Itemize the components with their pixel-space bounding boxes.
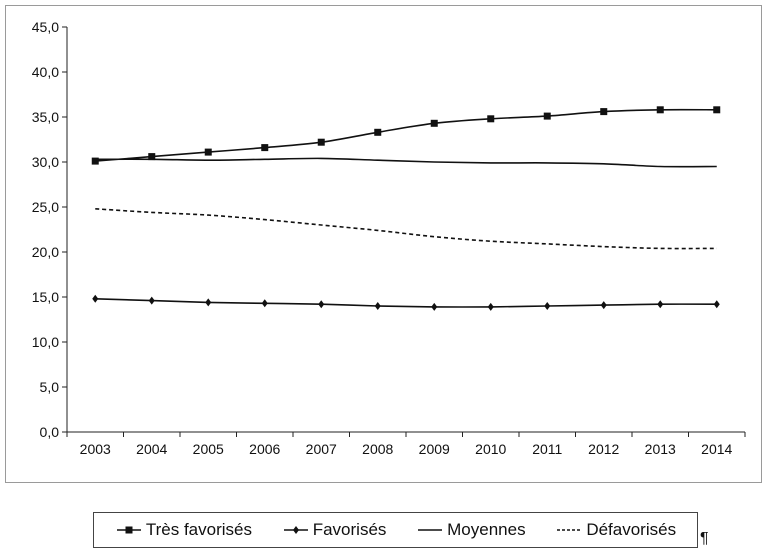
series-1-point [92,294,99,303]
series-0-point [713,106,721,114]
x-tick-label: 2014 [701,441,732,457]
y-tick-label: 10,0 [32,334,59,350]
y-tick-label: 20,0 [32,244,59,260]
x-tick-label: 2006 [249,441,280,457]
legend-label: Favorisés [312,520,387,539]
y-tick-label: 25,0 [32,199,59,215]
line-chart: 0,0 5,0 10,0 15,0 20,0 25,0 30,0 35,0 40,0 45,0 20… [32,19,746,457]
series-1-point [205,298,212,307]
y-tick-label: 5,0 [40,379,60,395]
x-tick-label: 2003 [80,441,111,457]
series-0-point [600,108,608,116]
y-tick-label: 0,0 [40,424,60,440]
series-0-point [543,112,551,120]
chart-legend: Très favorisés Favorisés Moyennes Défavoris… [93,512,698,548]
pilcrow-mark: ¶ [700,530,709,547]
series-0-point [261,144,269,152]
chart-frame [5,5,762,483]
series-1-point [600,301,607,310]
legend-item: Très favorisés [115,520,252,540]
legend-item: Défavorisés [555,520,676,540]
legend-label: Défavorisés [586,520,677,539]
x-tick-label: 2010 [475,441,506,457]
y-tick-label: 35,0 [32,109,59,125]
series-0-point [317,138,325,146]
x-tick-label: 2013 [645,441,676,457]
legend-swatch [418,529,443,531]
x-tick-label: 2011 [532,441,562,457]
y-tick-label: 30,0 [32,154,59,170]
series-0-point [656,106,664,114]
legend-label: Très favorisés [145,520,252,539]
legend-item: Moyennes [416,520,526,540]
legend-swatch [283,526,308,534]
series-1-point [261,299,268,308]
legend-label: Moyennes [447,520,526,539]
series-1-point [431,302,438,311]
series-1-point [374,302,381,310]
x-tick-label: 2007 [306,441,337,457]
legend-item: Favorisés [282,520,387,540]
series-0-point [91,157,99,165]
legend-swatch-marker [125,526,133,534]
series-0-point [374,128,382,136]
series-1-point [318,300,325,309]
series-0-point [487,115,495,123]
y-tick-label: 40,0 [32,64,59,80]
legend-swatch-marker [292,526,299,534]
x-tick-label: 2008 [362,441,393,457]
series-1-point [657,300,664,309]
series-1-point [487,302,494,311]
x-tick-label: 2005 [193,441,224,457]
x-tick-label: 2004 [136,441,167,457]
legend-swatch [557,529,582,531]
series-1-point [713,300,720,309]
y-tick-label: 15,0 [32,289,59,305]
series-0-point [204,148,212,156]
series-line-1 [95,298,717,308]
x-tick-label: 2009 [419,441,450,457]
series-1-point [544,302,551,310]
series-line-2 [95,157,717,168]
series-0-point [430,119,438,127]
series-line-3 [95,208,717,250]
y-tick-label: 45,0 [32,19,59,35]
x-tick-label: 2012 [588,441,619,457]
series-line-0 [95,108,717,162]
series-1-point [148,296,155,305]
series-0-point [148,153,156,161]
legend-swatch [116,526,141,534]
